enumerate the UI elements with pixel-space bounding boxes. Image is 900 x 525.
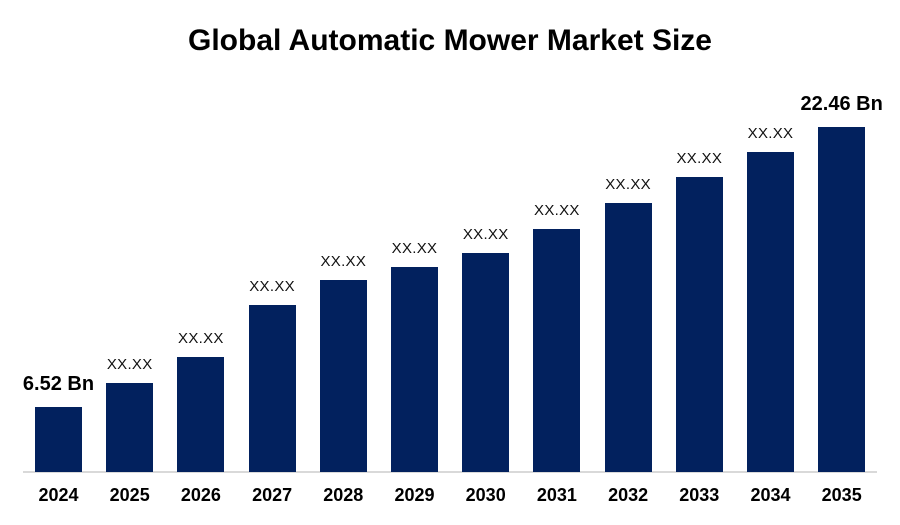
bar-2035	[818, 127, 866, 472]
x-axis-label-2025: 2025	[109, 485, 150, 505]
bar-value-label-2033: XX.XX	[676, 150, 723, 167]
bar-2031	[533, 229, 581, 472]
bar-2032	[604, 203, 652, 472]
bar-value-label-2026: XX.XX	[178, 330, 224, 347]
bar-2030	[462, 253, 510, 472]
bar-2034	[747, 152, 794, 472]
bar-2024	[35, 407, 82, 472]
bar-value-label-2028: XX.XX	[320, 253, 367, 270]
bar-value-label-2027: XX.XX	[249, 278, 295, 295]
x-axis-line	[23, 471, 877, 473]
x-axis-label-2028: 2028	[323, 485, 364, 505]
x-axis-label-2029: 2029	[394, 485, 435, 505]
x-axis-label-2034: 2034	[750, 485, 791, 505]
chart-title: Global Automatic Mower Market Size	[188, 24, 712, 57]
bar-2025	[106, 383, 154, 472]
bar-value-label-2025: XX.XX	[106, 356, 153, 373]
bar-2029	[391, 267, 438, 472]
bar-2026	[177, 357, 225, 472]
bar-2033	[675, 177, 723, 472]
bar-value-label-2024: 6.52 Bn	[22, 373, 95, 395]
x-axis-label-2033: 2033	[679, 485, 720, 505]
bar-value-label-2031: XX.XX	[534, 202, 580, 219]
bar-2028	[319, 280, 367, 472]
bar-value-label-2035: 22.46 Bn	[800, 93, 883, 115]
bar-value-label-2030: XX.XX	[462, 226, 509, 243]
x-axis-label-2026: 2026	[180, 485, 221, 505]
x-axis-label-2024: 2024	[38, 485, 79, 505]
bar-2027	[248, 305, 296, 472]
x-axis-label-2030: 2030	[465, 485, 506, 505]
x-axis-label-2035: 2035	[821, 485, 862, 505]
bar-value-label-2029: XX.XX	[391, 240, 438, 257]
x-axis-label-2027: 2027	[252, 485, 293, 505]
bar-value-label-2034: XX.XX	[747, 125, 794, 142]
bar-value-label-2032: XX.XX	[605, 176, 651, 193]
x-axis-label-2031: 2031	[536, 485, 577, 505]
x-axis-label-2032: 2032	[608, 485, 649, 505]
